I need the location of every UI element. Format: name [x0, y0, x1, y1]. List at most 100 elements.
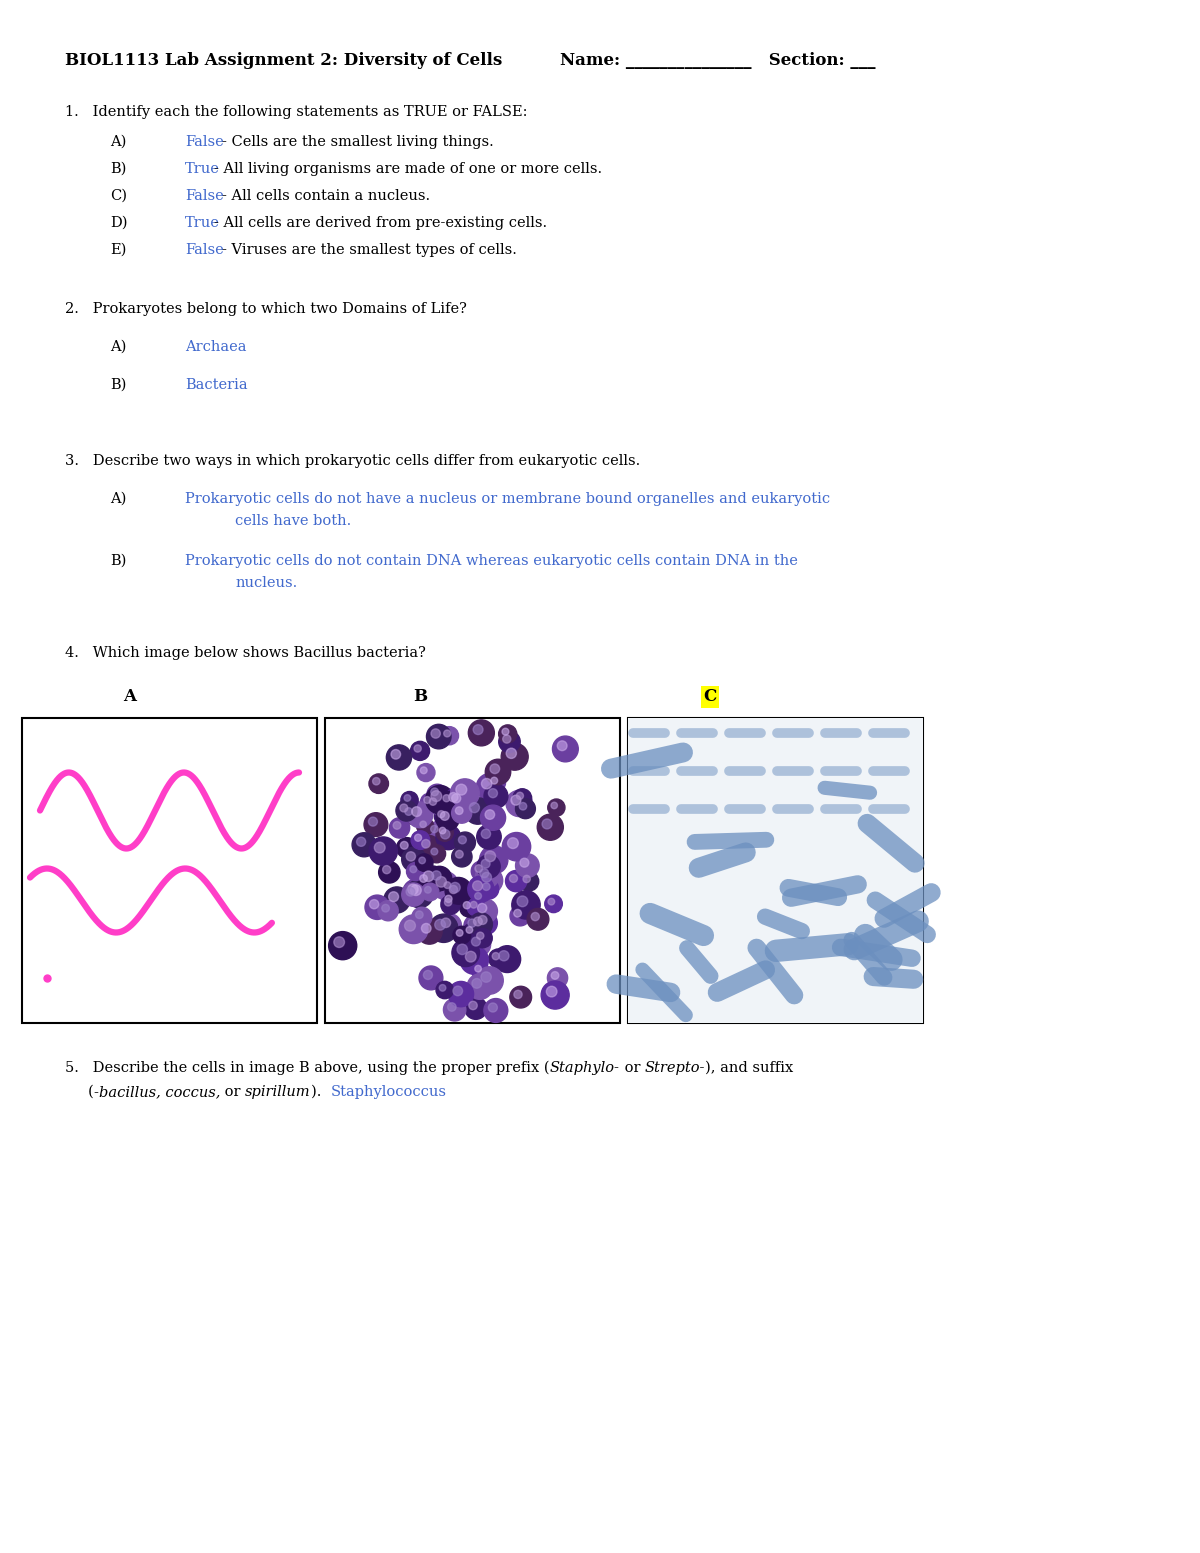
Circle shape	[412, 907, 432, 927]
Circle shape	[391, 750, 401, 759]
Circle shape	[475, 865, 482, 873]
Circle shape	[516, 798, 535, 818]
Circle shape	[404, 808, 413, 815]
Circle shape	[443, 795, 450, 801]
Bar	[325, 717, 620, 1023]
Circle shape	[412, 831, 430, 849]
Circle shape	[516, 854, 539, 877]
Circle shape	[473, 929, 492, 947]
Circle shape	[506, 749, 516, 758]
Circle shape	[440, 829, 450, 839]
Text: ), and suffix: ), and suffix	[706, 1061, 793, 1075]
Circle shape	[364, 812, 388, 837]
Circle shape	[410, 741, 430, 761]
Circle shape	[499, 725, 517, 742]
Circle shape	[548, 898, 554, 905]
Circle shape	[482, 884, 490, 890]
Circle shape	[450, 882, 460, 893]
Circle shape	[485, 851, 496, 862]
Circle shape	[396, 837, 418, 859]
Circle shape	[410, 885, 421, 896]
Bar	[22, 717, 317, 1023]
Circle shape	[512, 789, 532, 808]
Circle shape	[484, 999, 508, 1022]
Circle shape	[508, 837, 518, 848]
Text: or: or	[619, 1061, 644, 1075]
Text: Archaea: Archaea	[185, 340, 246, 354]
Circle shape	[478, 915, 487, 924]
Circle shape	[491, 776, 498, 784]
Circle shape	[481, 873, 492, 882]
Circle shape	[426, 795, 445, 814]
Circle shape	[396, 800, 416, 822]
Circle shape	[451, 794, 461, 803]
Circle shape	[470, 901, 478, 909]
Circle shape	[452, 940, 480, 966]
Circle shape	[436, 808, 460, 831]
Circle shape	[404, 795, 410, 801]
Circle shape	[499, 950, 509, 961]
Text: False: False	[185, 135, 223, 149]
Circle shape	[386, 745, 412, 770]
Circle shape	[401, 792, 418, 809]
Circle shape	[419, 857, 426, 863]
Circle shape	[442, 918, 451, 927]
Circle shape	[402, 884, 425, 907]
Circle shape	[431, 790, 442, 801]
Circle shape	[436, 876, 446, 887]
Circle shape	[520, 871, 539, 891]
Circle shape	[488, 949, 508, 968]
Circle shape	[551, 803, 558, 809]
Circle shape	[510, 905, 530, 926]
Circle shape	[452, 926, 470, 944]
Circle shape	[365, 895, 389, 919]
Circle shape	[400, 915, 428, 944]
Text: BIOL1113 Lab Assignment 2: Diversity of Cells: BIOL1113 Lab Assignment 2: Diversity of …	[65, 51, 503, 68]
Text: D): D)	[110, 216, 127, 230]
Circle shape	[464, 915, 486, 936]
Bar	[628, 717, 923, 1023]
Circle shape	[472, 978, 481, 988]
Circle shape	[505, 871, 527, 891]
Circle shape	[431, 871, 458, 899]
Text: ).: ).	[311, 1086, 330, 1100]
Circle shape	[407, 801, 433, 828]
Circle shape	[444, 730, 451, 736]
Circle shape	[431, 848, 438, 856]
Circle shape	[382, 904, 390, 912]
Circle shape	[436, 981, 454, 999]
Circle shape	[334, 936, 344, 947]
Circle shape	[421, 884, 439, 901]
Circle shape	[414, 745, 421, 752]
Circle shape	[424, 971, 432, 980]
Text: C: C	[703, 688, 716, 705]
Circle shape	[456, 784, 467, 795]
Circle shape	[389, 818, 409, 839]
Text: False: False	[185, 242, 223, 256]
Circle shape	[541, 981, 569, 1009]
Circle shape	[460, 946, 488, 974]
Circle shape	[425, 887, 431, 893]
Circle shape	[370, 837, 397, 865]
Circle shape	[449, 981, 474, 1006]
Circle shape	[440, 879, 458, 896]
Circle shape	[408, 884, 418, 895]
Circle shape	[458, 836, 467, 843]
Circle shape	[372, 778, 380, 784]
Circle shape	[431, 728, 440, 738]
Circle shape	[476, 968, 503, 994]
Circle shape	[475, 893, 481, 899]
Circle shape	[557, 741, 568, 750]
Circle shape	[476, 868, 503, 893]
Circle shape	[510, 874, 517, 882]
Circle shape	[374, 842, 385, 853]
Text: Staphylococcus: Staphylococcus	[330, 1086, 446, 1100]
Circle shape	[439, 790, 458, 809]
Circle shape	[468, 721, 494, 745]
Circle shape	[467, 974, 493, 1000]
Circle shape	[463, 902, 470, 909]
Text: B: B	[413, 688, 427, 705]
Text: True: True	[185, 162, 220, 175]
Text: 3.   Describe two ways in which prokaryotic cells differ from eukaryotic cells.: 3. Describe two ways in which prokaryoti…	[65, 453, 641, 467]
Circle shape	[403, 879, 430, 907]
